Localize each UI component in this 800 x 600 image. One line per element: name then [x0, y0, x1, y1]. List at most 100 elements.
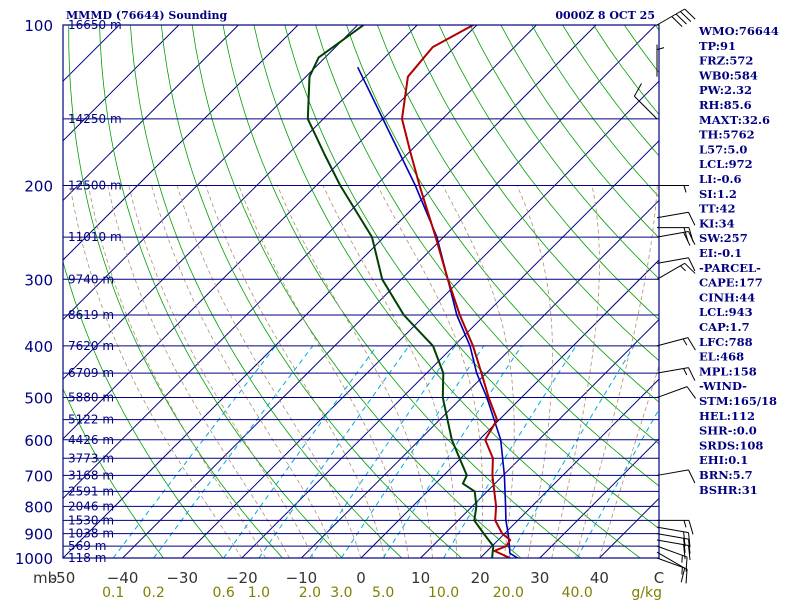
moist-adiabat-line	[128, 185, 314, 558]
temperature-tick-label: 40	[590, 569, 609, 587]
temperature-tick-label: C	[654, 569, 664, 587]
wind-barb-full-flag	[684, 8, 696, 20]
wind-barb	[656, 211, 696, 226]
index-value: TP:91	[699, 39, 736, 53]
index-value: -PARCEL-	[699, 261, 761, 275]
wind-barb-full-flag	[688, 257, 696, 272]
wind-barb-half-flag	[681, 567, 683, 575]
index-value: SW:257	[699, 231, 748, 245]
moist-adiabat-line	[238, 185, 410, 558]
wind-barb-full-flag	[683, 227, 689, 242]
pressure-tick-label: 400	[24, 338, 53, 356]
index-value: SRDS:108	[699, 438, 763, 452]
wind-barb-full-flag	[688, 227, 694, 242]
wind-barb-full-flag	[685, 568, 688, 584]
isotherm-line	[63, 25, 239, 202]
wind-barb-staff	[656, 337, 689, 347]
index-value: FRZ:572	[699, 54, 753, 68]
mixing-ratio-tick-label: 5.0	[372, 585, 394, 600]
height-label: 2046 m	[68, 499, 114, 513]
wind-barb	[656, 551, 686, 583]
isotherm-line	[63, 25, 418, 380]
pressure-tick-label: 600	[24, 432, 53, 450]
height-label: 118 m	[68, 551, 106, 565]
wind-barb-staff	[634, 95, 658, 120]
station-title: MMMD (76644) Sounding	[66, 9, 228, 22]
height-label: 11010 m	[68, 230, 122, 244]
wind-barb-full-flag	[688, 367, 696, 381]
height-label: 3168 m	[68, 468, 114, 482]
pressure-tick-label: 100	[24, 17, 53, 35]
wind-barb-half-flag	[680, 265, 686, 272]
mixing-ratio-axis-labels: 0.1 0.2 0.6 1.0 2.0 3.0 5.0 10.0 20.0 40.0 g/kg	[102, 585, 662, 600]
temperature-tick-label: −30	[166, 569, 198, 587]
index-value: LCL:972	[699, 157, 753, 171]
mixing-ratio-tick-label: 0.1	[102, 585, 124, 600]
wind-barb	[656, 262, 696, 280]
wind-barb-staff	[656, 545, 688, 558]
moist-adiabat-line	[176, 185, 362, 558]
index-value: TH:5762	[699, 128, 755, 142]
wind-barb-staff	[656, 257, 689, 264]
height-label: 3773 m	[68, 451, 114, 465]
wind-barb-staff	[656, 262, 685, 280]
isotherm-line	[63, 25, 299, 261]
index-value: LI:-0.6	[699, 172, 742, 186]
index-value: LCL:943	[699, 305, 753, 319]
plot-frame	[62, 24, 660, 559]
temperature-tick-label: −40	[107, 569, 139, 587]
mixing-ratio-tick-label: 3.0	[330, 585, 352, 600]
moist-adiabat-line	[107, 185, 290, 558]
height-label: 569 m	[68, 539, 106, 553]
wind-barb	[656, 539, 691, 561]
isotherm-line	[539, 438, 659, 558]
wind-barb-full-flag	[688, 545, 691, 561]
mixing-ratio-unit-label: g/kg	[631, 585, 662, 600]
wind-barb-full-flag	[683, 531, 686, 547]
dry-adiabat-line	[748, 25, 800, 558]
indices-panel: WMO:76644TP:91FRZ:572WB0:584PW:2.32RH:85…	[698, 24, 779, 497]
plot-area-background	[63, 25, 659, 558]
wind-barb	[656, 469, 696, 484]
wind-barb-full-flag	[684, 262, 696, 274]
height-label: 4426 m	[68, 433, 114, 447]
wind-barb-full-flag	[683, 538, 686, 553]
index-value: SHR-:0.0	[699, 424, 757, 438]
mixing-ratio-tick-label: 0.6	[213, 585, 235, 600]
pressure-tick-label: 800	[24, 498, 53, 516]
pressure-tick-label: 500	[24, 390, 53, 408]
index-value: HEL:112	[699, 409, 755, 423]
wind-barb	[656, 545, 688, 572]
isotherm-line	[420, 318, 659, 558]
wind-barb-full-flag	[686, 386, 697, 399]
index-value: SI:1.2	[699, 187, 737, 201]
wind-barb	[656, 386, 697, 399]
wind-barb	[656, 8, 696, 27]
index-value: WB0:584	[698, 68, 758, 82]
height-label: 16650 m	[68, 18, 122, 32]
isotherm-line	[63, 25, 537, 500]
wind-barb-staff	[656, 231, 689, 238]
mixing-ratio-tick-label: 1.0	[248, 585, 270, 600]
index-value: MPL:158	[699, 364, 757, 378]
index-value: BSHR:31	[699, 483, 758, 497]
isotherm-line	[63, 25, 358, 321]
index-value: BRN:5.7	[699, 468, 753, 482]
wind-barb	[656, 231, 696, 246]
pressure-tick-label: 900	[24, 526, 53, 544]
wind-barb-full-flag	[680, 11, 692, 22]
wind-barb-half-flag	[683, 520, 687, 528]
wind-barb	[657, 227, 694, 242]
wind-barb-full-flag	[683, 544, 686, 560]
index-value: MAXT:32.6	[699, 113, 770, 127]
pressure-unit-label: mb	[33, 569, 57, 587]
isotherm-line	[360, 259, 659, 558]
isotherm-line	[181, 80, 659, 558]
index-value: EHI:0.1	[699, 453, 748, 467]
temperature-axis-labels: mb-50 −40 −30 −20 −10 0 10 20 30 40 C	[33, 569, 664, 587]
index-value: RH:85.6	[699, 98, 752, 112]
dewpoint-trace	[306, 25, 495, 558]
height-label: 9740 m	[68, 272, 114, 286]
wind-barb	[657, 519, 694, 535]
index-value: EI:-0.1	[699, 246, 742, 260]
